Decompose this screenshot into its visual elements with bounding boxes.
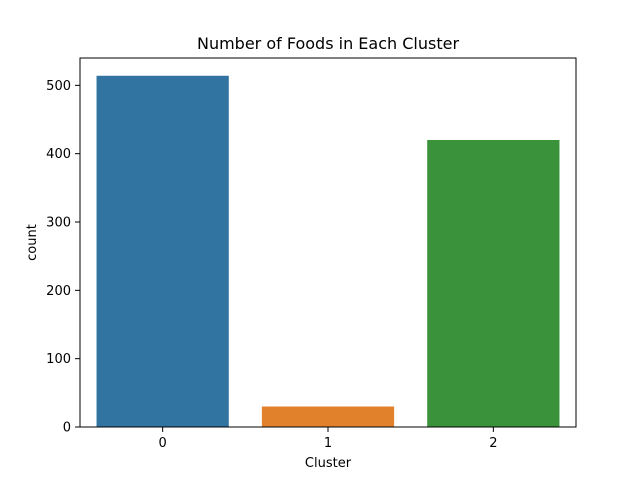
y-axis-label: count — [25, 224, 40, 261]
x-tick-label: 1 — [324, 436, 332, 451]
y-tick-label: 0 — [63, 421, 71, 436]
x-axis: 0 1 2 — [159, 427, 497, 451]
y-tick-label: 500 — [46, 79, 71, 94]
x-axis-label: Cluster — [305, 456, 352, 471]
y-tick-label: 200 — [46, 284, 71, 299]
plot-frame — [79, 57, 577, 428]
y-tick-label: 400 — [46, 147, 71, 162]
y-axis: 0 100 200 300 400 500 — [46, 79, 80, 436]
bars-group — [96, 75, 560, 428]
x-tick-label: 2 — [489, 436, 497, 451]
bar-cluster-0 — [96, 75, 229, 428]
y-tick-label: 300 — [46, 216, 71, 231]
chart-title: Number of Foods in Each Cluster — [197, 34, 459, 53]
bar-cluster-2 — [427, 140, 560, 427]
y-tick-label: 100 — [46, 352, 71, 367]
x-tick-label: 0 — [159, 436, 167, 451]
bar-cluster-1 — [261, 406, 395, 427]
